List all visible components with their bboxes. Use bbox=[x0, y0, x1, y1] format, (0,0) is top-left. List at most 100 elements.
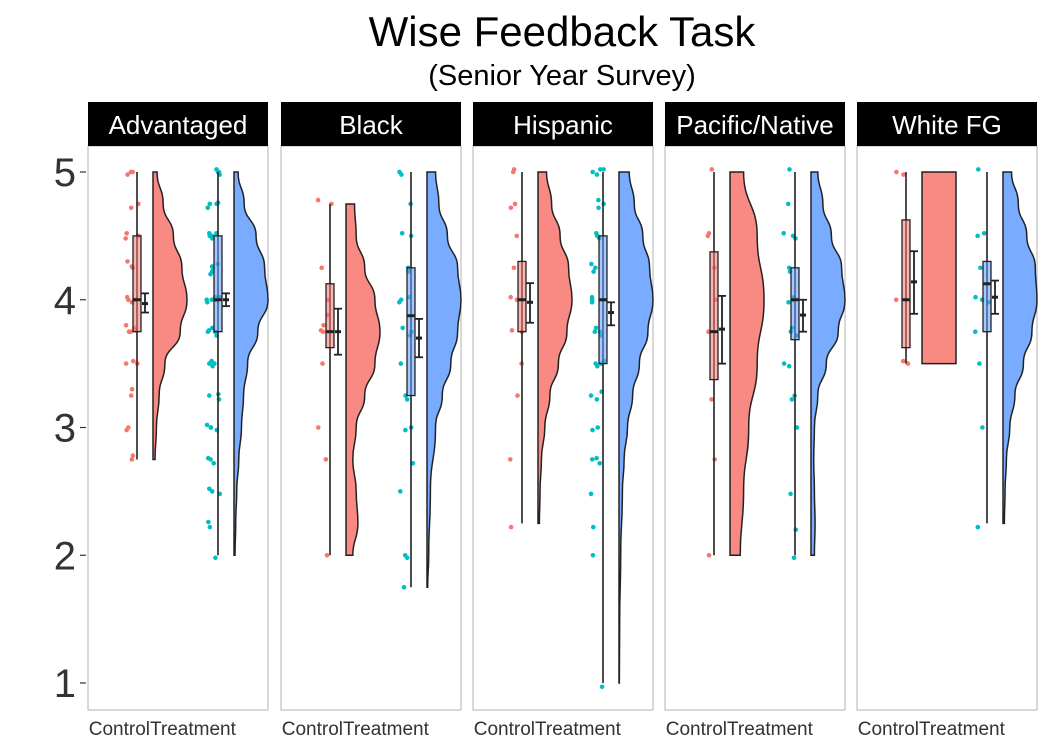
data-point bbox=[211, 461, 216, 466]
data-point bbox=[593, 265, 598, 271]
facet-strip-label: Pacific/Native bbox=[676, 110, 834, 140]
x-tick-label-control: Control bbox=[474, 719, 535, 740]
data-point bbox=[894, 169, 899, 175]
y-tick-label: 2 bbox=[54, 534, 76, 578]
data-point bbox=[207, 393, 212, 398]
data-point bbox=[706, 553, 712, 558]
data-point bbox=[209, 297, 215, 303]
density-cloud bbox=[426, 171, 462, 588]
data-point bbox=[509, 328, 515, 333]
y-tick-label: 3 bbox=[54, 407, 76, 451]
facet-panel-hispanic: Hispanic Control Treatment bbox=[472, 102, 654, 740]
data-point bbox=[131, 358, 136, 364]
facet-strip-label: Advantaged bbox=[109, 110, 248, 140]
data-point bbox=[124, 231, 129, 236]
facet-strip-label: Black bbox=[339, 110, 404, 140]
data-point bbox=[588, 491, 594, 497]
data-point bbox=[207, 231, 212, 236]
data-point bbox=[128, 205, 134, 211]
box-iqr bbox=[982, 260, 992, 333]
x-tick-label-control: Control bbox=[282, 719, 343, 740]
data-point bbox=[977, 361, 982, 366]
data-point bbox=[591, 269, 596, 274]
x-tick-label-treatment: Treatment bbox=[919, 719, 1006, 740]
data-point bbox=[398, 489, 403, 494]
data-point bbox=[204, 422, 210, 428]
data-point bbox=[403, 427, 408, 433]
data-point bbox=[975, 524, 981, 530]
data-point bbox=[978, 265, 983, 271]
data-point bbox=[129, 386, 135, 392]
density-cloud bbox=[1002, 171, 1038, 525]
x-tick-label-treatment: Treatment bbox=[150, 719, 237, 740]
data-point bbox=[781, 361, 787, 366]
data-point bbox=[511, 167, 517, 172]
data-point bbox=[901, 172, 906, 177]
data-point bbox=[791, 555, 797, 561]
data-point bbox=[591, 524, 596, 530]
data-point bbox=[130, 453, 136, 458]
facet-strip bbox=[281, 102, 461, 146]
y-tick-label: 1 bbox=[54, 662, 76, 706]
data-point bbox=[400, 325, 406, 331]
data-point bbox=[590, 427, 595, 433]
data-point bbox=[126, 329, 132, 335]
data-point bbox=[318, 328, 324, 333]
data-point bbox=[123, 236, 128, 241]
data-point bbox=[508, 205, 514, 211]
density-cloud bbox=[810, 171, 846, 556]
data-point bbox=[125, 259, 130, 264]
box-iqr bbox=[132, 235, 142, 333]
data-point bbox=[213, 555, 218, 561]
data-point bbox=[402, 553, 408, 558]
data-point bbox=[324, 553, 330, 558]
data-point bbox=[589, 294, 595, 300]
facet-strip bbox=[857, 102, 1037, 146]
facet-panel-pacific-native: Pacific/Native Control Treatment bbox=[664, 102, 846, 740]
data-point bbox=[209, 269, 215, 274]
data-point bbox=[205, 205, 211, 211]
data-point bbox=[207, 486, 212, 492]
x-tick-label-treatment: Treatment bbox=[343, 719, 430, 740]
data-point bbox=[128, 393, 134, 398]
data-point bbox=[124, 294, 130, 300]
x-tick-label-control: Control bbox=[89, 719, 150, 740]
data-point bbox=[209, 358, 214, 364]
data-point bbox=[787, 167, 792, 172]
density-cloud bbox=[921, 171, 957, 365]
facet-strip bbox=[473, 102, 653, 146]
data-point bbox=[508, 294, 513, 300]
data-point bbox=[786, 300, 791, 305]
data-point bbox=[129, 457, 135, 462]
data-point bbox=[511, 265, 517, 271]
data-point bbox=[205, 455, 211, 461]
data-point bbox=[596, 197, 601, 203]
x-tick-label-treatment: Treatment bbox=[727, 719, 814, 740]
chart-title: Wise Feedback Task bbox=[369, 8, 757, 55]
box-iqr bbox=[325, 283, 335, 349]
data-point bbox=[323, 457, 329, 462]
data-point bbox=[973, 294, 978, 300]
data-point bbox=[514, 233, 520, 239]
density-cloud bbox=[537, 171, 573, 525]
data-point bbox=[590, 169, 595, 175]
data-point bbox=[588, 393, 594, 398]
data-point bbox=[789, 397, 795, 402]
facet-panel-black: Black Control Treatment bbox=[280, 102, 462, 740]
data-point bbox=[207, 524, 213, 530]
data-point bbox=[206, 328, 212, 333]
data-point bbox=[589, 261, 594, 267]
box-iqr bbox=[213, 235, 223, 333]
data-point bbox=[786, 363, 792, 369]
data-point bbox=[207, 201, 213, 207]
density-cloud bbox=[618, 171, 654, 684]
data-point bbox=[214, 167, 219, 172]
data-point bbox=[976, 167, 981, 172]
facet-strip bbox=[88, 102, 268, 146]
data-point bbox=[709, 397, 714, 402]
data-point bbox=[398, 297, 404, 303]
data-point bbox=[319, 265, 325, 271]
data-point bbox=[893, 297, 899, 303]
data-point bbox=[206, 519, 211, 525]
density-cloud bbox=[152, 171, 188, 461]
